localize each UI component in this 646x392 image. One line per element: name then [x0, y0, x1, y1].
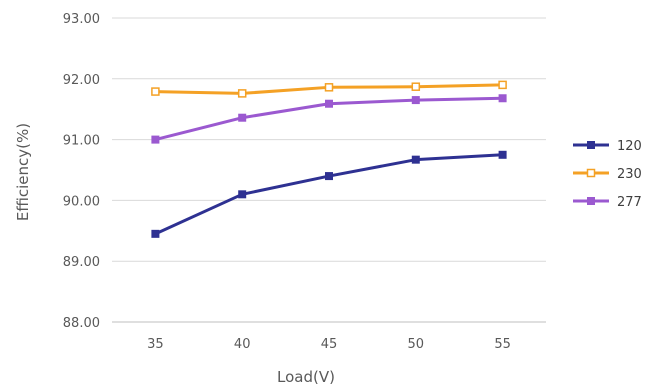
data-point-277 — [238, 113, 247, 122]
data-point-120 — [498, 150, 507, 159]
legend-marker-120 — [587, 141, 595, 149]
y-tick-label: 92.00 — [63, 73, 100, 88]
legend-marker-230 — [586, 168, 596, 178]
legend-label-277: 277 — [617, 195, 642, 210]
x-axis-title: Load(V) — [277, 368, 335, 386]
data-point-120 — [325, 172, 333, 181]
y-tick-label: 89.00 — [63, 255, 100, 270]
legend-label-230: 230 — [617, 167, 642, 182]
legend-label-120: 120 — [617, 139, 642, 154]
x-tick-label: 40 — [234, 337, 251, 352]
data-point-277 — [498, 94, 507, 103]
data-point-120 — [238, 190, 247, 199]
x-tick-label: 45 — [321, 337, 338, 352]
series-line-120 — [153, 153, 505, 236]
x-tick-label: 50 — [408, 337, 425, 352]
gridlines — [112, 17, 546, 323]
legend-marker-277 — [587, 197, 595, 205]
y-tick-label: 91.00 — [63, 134, 100, 149]
x-axis-ticks: 35 40 45 50 55 — [147, 337, 511, 352]
x-tick-label: 35 — [147, 337, 164, 352]
y-tick-label: 93.00 — [63, 12, 100, 27]
data-point-230 — [498, 80, 507, 90]
data-point-277 — [411, 96, 420, 105]
data-point-230 — [237, 89, 247, 98]
y-tick-label: 88.00 — [63, 316, 100, 331]
data-point-230 — [411, 82, 421, 91]
y-axis-title: Efficiency(%) — [14, 123, 32, 221]
data-point-230 — [151, 87, 160, 96]
data-point-277 — [151, 135, 160, 144]
data-point-277 — [325, 99, 333, 108]
series-lines — [151, 80, 507, 238]
data-point-120 — [151, 229, 160, 238]
legend: 120 230 277 — [573, 139, 642, 210]
data-point-120 — [411, 155, 420, 164]
x-tick-label: 55 — [494, 337, 511, 352]
y-axis-ticks: 88.00 89.00 90.00 91.00 92.00 93.00 — [63, 12, 100, 331]
data-point-230 — [324, 83, 334, 92]
y-tick-label: 90.00 — [63, 194, 100, 209]
